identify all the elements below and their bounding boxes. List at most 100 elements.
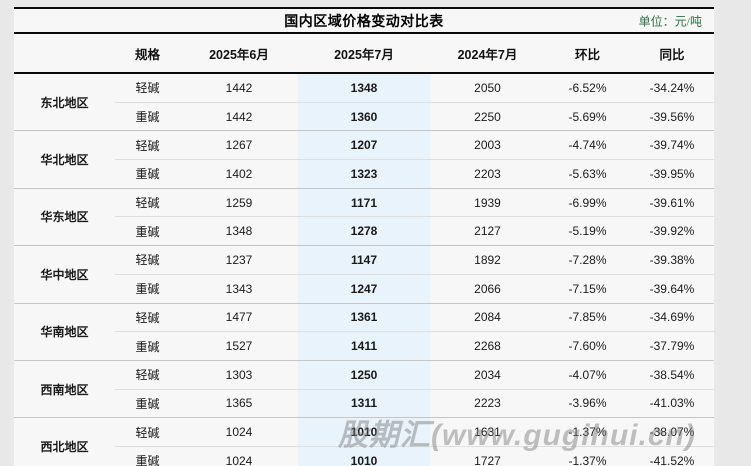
- spec-cell: 轻碱: [115, 302, 180, 332]
- table-row: 华东地区 轻碱 1259 1171 1939 -6.99% -39.61%: [14, 187, 714, 246]
- mom-change-cell: -1.37%: [545, 445, 630, 466]
- column-header-mom: 环比: [545, 34, 630, 74]
- column-header-2024-07: 2024年7月: [430, 34, 545, 74]
- yoy-change-cell: -39.56%: [630, 101, 714, 131]
- header-row: 规格 2025年6月 2025年7月 2024年7月 环比 同比: [14, 34, 714, 74]
- price-2025-07-cell: 1411: [298, 331, 430, 361]
- column-header-region: [14, 34, 115, 74]
- mom-change-cell: -7.85%: [545, 302, 630, 332]
- price-2024-07-cell: 1727: [430, 445, 545, 466]
- region-label: 西南地区: [14, 359, 115, 418]
- region-label: 东北地区: [40, 95, 89, 110]
- page-title: 国内区域价格变动对比表: [284, 12, 444, 29]
- table-row: 华中地区 轻碱 1237 1147 1892 -7.28% -39.38%: [14, 245, 714, 303]
- yoy-change-cell: -34.24%: [649, 80, 695, 95]
- column-header-2025-07: 2025年7月: [298, 34, 430, 74]
- spec-cell: 轻碱: [115, 417, 180, 447]
- price-2025-06-cell: 1527: [180, 331, 298, 361]
- spec-cell: 重碱: [115, 273, 180, 303]
- price-2025-07-cell: 1348: [298, 73, 430, 103]
- region-label: 华南地区: [14, 302, 115, 361]
- price-2025-07-cell: 1278: [298, 216, 430, 246]
- price-2025-07-cell: 1323: [298, 159, 430, 189]
- mom-change-cell: -5.69%: [545, 101, 630, 131]
- yoy-change-cell: -37.79%: [630, 331, 714, 361]
- yoy-change-cell: -38.07%: [630, 417, 714, 447]
- spec-cell: 轻碱: [115, 187, 180, 217]
- price-2025-07-cell: 1010: [298, 417, 430, 447]
- column-header-2025-06: 2025年6月: [180, 34, 298, 74]
- mom-change-cell: -4.74%: [545, 130, 630, 160]
- data-table: 规格 2025年6月 2025年7月 2024年7月 环比 同比 东北地区 轻碱 1…: [14, 34, 714, 466]
- table-body: 东北地区 轻碱 1442 1348 2050 -6.52% -34.24% 重碱 1442 136…: [14, 73, 714, 466]
- mom-change-cell: -4.07%: [545, 359, 630, 390]
- table-row: 重碱 1365 1311 2223 -3.96% -41.03%: [14, 388, 714, 418]
- yoy-change-cell: -39.74%: [630, 130, 714, 160]
- column-header-yoy: 同比: [630, 34, 714, 74]
- spec-cell: 轻碱: [115, 359, 180, 390]
- price-2025-06-cell: 1303: [180, 359, 298, 390]
- table-row: 东北地区 轻碱 1442 1348 2050 -6.52% -34.24%: [14, 73, 714, 110]
- spec-cell: 重碱: [115, 216, 180, 246]
- yoy-change-cell: -39.38%: [630, 245, 714, 275]
- spec-cell: 重碱: [115, 101, 180, 131]
- price-2025-06-cell: 1343: [180, 273, 298, 303]
- table-row: 重碱 1343 1247 2066 -7.15% -39.64%: [14, 273, 714, 303]
- table-row: 西北地区 轻碱 1024 1010 1631 -1.37% -38.07%: [14, 417, 714, 466]
- table-row: 华南地区 轻碱 1477 1361 2084 -7.85% -34.69%: [14, 302, 714, 361]
- mom-change-cell: -7.28%: [545, 245, 630, 275]
- price-2025-06-cell: 1348: [180, 216, 298, 246]
- price-2024-07-cell: 2084: [430, 302, 545, 332]
- price-2025-06-cell: 1365: [180, 388, 298, 418]
- price-2025-07-cell: 1147: [298, 245, 430, 275]
- table-row: 重碱 1442 1360 2250 -5.69% -39.56%: [14, 101, 714, 131]
- mom-change-cell: -6.52%: [568, 80, 607, 95]
- price-2024-07-cell: 2250: [430, 101, 545, 131]
- price-2025-06-cell: 1442: [180, 101, 298, 131]
- price-2025-06-cell: 1442: [225, 80, 253, 95]
- yoy-change-cell: -38.54%: [630, 359, 714, 390]
- region-label: 华中地区: [14, 245, 115, 303]
- price-2025-07-cell: 1207: [298, 130, 430, 160]
- mom-change-cell: -3.96%: [545, 388, 630, 418]
- mom-change-cell: -5.63%: [545, 159, 630, 189]
- price-2025-06-cell: 1267: [180, 130, 298, 160]
- region-label: 华北地区: [14, 130, 115, 189]
- price-2024-07-cell: 2223: [430, 388, 545, 418]
- spec-cell: 轻碱: [115, 245, 180, 275]
- price-2025-06-cell: 1024: [180, 445, 298, 466]
- mom-change-cell: -7.60%: [545, 331, 630, 361]
- table-row: 西南地区 轻碱 1303 1250 2034 -4.07% -38.54%: [14, 359, 714, 418]
- region-label: 西北地区: [14, 417, 115, 466]
- yoy-change-cell: -41.52%: [630, 445, 714, 466]
- price-2024-07-cell: 1892: [430, 245, 545, 275]
- price-2024-07-cell: 2050: [474, 80, 501, 95]
- mom-change-cell: -5.19%: [545, 216, 630, 246]
- price-2024-07-cell: 1631: [430, 417, 545, 447]
- price-2025-06-cell: 1402: [180, 159, 298, 189]
- table-row: 重碱 1348 1278 2127 -5.19% -39.92%: [14, 216, 714, 246]
- price-2024-07-cell: 2066: [430, 273, 545, 303]
- region-label: 华东地区: [14, 187, 115, 246]
- mom-change-cell: -1.37%: [545, 417, 630, 447]
- mom-change-cell: -6.99%: [545, 187, 630, 217]
- price-2025-07-cell: 1171: [298, 187, 430, 217]
- price-2025-06-cell: 1237: [180, 245, 298, 275]
- yoy-change-cell: -39.92%: [630, 216, 714, 246]
- yoy-change-cell: -39.64%: [630, 273, 714, 303]
- price-2025-06-cell: 1024: [180, 417, 298, 447]
- table-row: 重碱 1024 1010 1727 -1.37% -41.52%: [14, 445, 714, 466]
- price-2024-07-cell: 2127: [430, 216, 545, 246]
- price-2025-07-cell: 1010: [298, 445, 430, 466]
- spec-cell: 轻碱: [135, 81, 160, 96]
- price-2025-07-cell: 1360: [298, 101, 430, 131]
- spec-cell: 重碱: [115, 159, 180, 189]
- price-2025-06-cell: 1477: [180, 302, 298, 332]
- unit-label: 单位：元/吨: [638, 14, 702, 28]
- column-header-spec: 规格: [115, 34, 180, 74]
- price-2024-07-cell: 1939: [430, 187, 545, 217]
- table-row: 重碱 1527 1411 2268 -7.60% -37.79%: [14, 331, 714, 361]
- yoy-change-cell: -34.69%: [630, 302, 714, 332]
- spec-cell: 重碱: [115, 445, 180, 466]
